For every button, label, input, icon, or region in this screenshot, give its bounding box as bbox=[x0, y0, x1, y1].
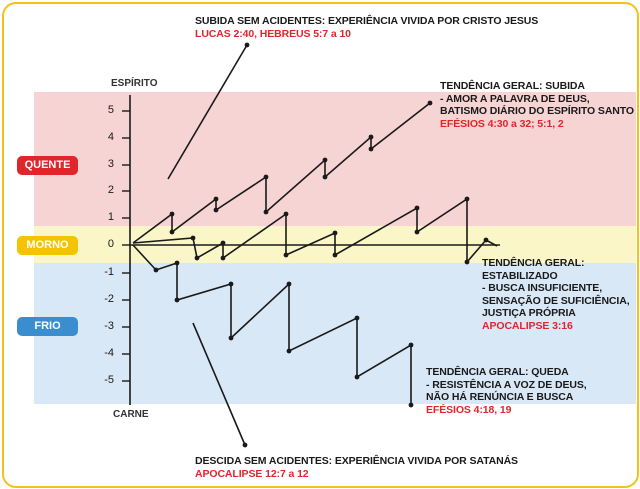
axis-top-label: ESPÍRITO bbox=[111, 78, 158, 89]
top-annotation-title: SUBIDA SEM ACIDENTES: EXPERIÊNCIA VIVIDA… bbox=[195, 15, 539, 27]
y-tick-label: 5 bbox=[107, 104, 114, 116]
fall-annotation-title: TENDÊNCIA GERAL: QUEDA bbox=[426, 366, 569, 378]
y-tick-label: -3 bbox=[104, 320, 114, 332]
rise-annotation-line: - AMOR A PALAVRA DE DEUS, bbox=[440, 92, 590, 105]
quente-band bbox=[34, 92, 636, 226]
y-tick-label: -2 bbox=[104, 293, 114, 305]
rise-annotation-title: TENDÊNCIA GERAL: SUBIDA bbox=[440, 80, 585, 92]
straight-rise-start-dot bbox=[244, 42, 250, 48]
fall-annotation-line: - RESISTÊNCIA A VOZ DE DEUS, bbox=[426, 378, 587, 391]
stable-annotation-title: TENDÊNCIA GERAL: bbox=[482, 257, 585, 269]
fall-annotation: TENDÊNCIA GERAL: QUEDA - RESISTÊNCIA A V… bbox=[426, 366, 587, 416]
falling-trend-line bbox=[132, 244, 412, 405]
stable-annotation-ref: APOCALIPSE 3:16 bbox=[482, 319, 573, 332]
y-tick-label: 0 bbox=[107, 238, 114, 250]
y-tick-label: 4 bbox=[107, 131, 114, 143]
stable-annotation-line: - BUSCA INSUFICIENTE, bbox=[482, 282, 603, 294]
y-tick-label: 1 bbox=[107, 211, 114, 223]
straight-fall-end-dot bbox=[242, 442, 248, 448]
frio-badge: FRIO bbox=[17, 317, 78, 336]
stable-annotation-line: ESTABILIZADO bbox=[482, 269, 558, 282]
rising-trend-points bbox=[169, 100, 433, 235]
bottom-annotation-title: DESCIDA SEM ACIDENTES: EXPERIÊNCIA VIVID… bbox=[195, 455, 518, 467]
fall-annotation-ref: EFÉSIOS 4:18, 19 bbox=[426, 403, 512, 416]
morno-badge: MORNO bbox=[17, 236, 78, 255]
y-tick-label: 3 bbox=[107, 158, 114, 170]
straight-fall-line bbox=[192, 322, 246, 446]
bottom-annotation: DESCIDA SEM ACIDENTES: EXPERIÊNCIA VIVID… bbox=[195, 455, 518, 480]
top-annotation-ref: LUCAS 2:40, HEBREUS 5:7 a 10 bbox=[195, 27, 351, 40]
rise-annotation-ref: EFÉSIOS 4:30 a 32; 5:1, 2 bbox=[440, 117, 564, 130]
quente-badge: QUENTE bbox=[17, 156, 78, 175]
y-tick-label: 2 bbox=[107, 184, 114, 196]
rise-annotation: TENDÊNCIA GERAL: SUBIDA - AMOR A PALAVRA… bbox=[440, 80, 634, 130]
axis-ticks bbox=[122, 110, 130, 382]
y-tick-label: -4 bbox=[104, 347, 114, 359]
stable-annotation-line: JUSTIÇA PRÓPRIA bbox=[482, 307, 576, 319]
y-tick-label: -5 bbox=[104, 374, 114, 386]
falling-trend-points bbox=[153, 260, 414, 408]
stable-annotation-line: SENSAÇÃO DE SUFICIÊNCIA, bbox=[482, 294, 630, 307]
stable-trend-points bbox=[190, 196, 489, 265]
frio-band bbox=[34, 263, 636, 404]
top-annotation: SUBIDA SEM ACIDENTES: EXPERIÊNCIA VIVIDA… bbox=[195, 15, 538, 40]
axis-bottom-label: CARNE bbox=[113, 409, 149, 420]
stable-annotation: TENDÊNCIA GERAL: ESTABILIZADO - BUSCA IN… bbox=[482, 257, 630, 332]
bottom-annotation-ref: APOCALIPSE 12:7 a 12 bbox=[195, 467, 309, 480]
rise-annotation-line: BATISMO DIÁRIO DO ESPÍRITO SANTO bbox=[440, 105, 634, 117]
y-tick-label: -1 bbox=[104, 266, 114, 278]
fall-annotation-line: NÃO HÁ RENÚNCIA E BUSCA bbox=[426, 391, 574, 403]
straight-rise-line bbox=[167, 44, 248, 180]
